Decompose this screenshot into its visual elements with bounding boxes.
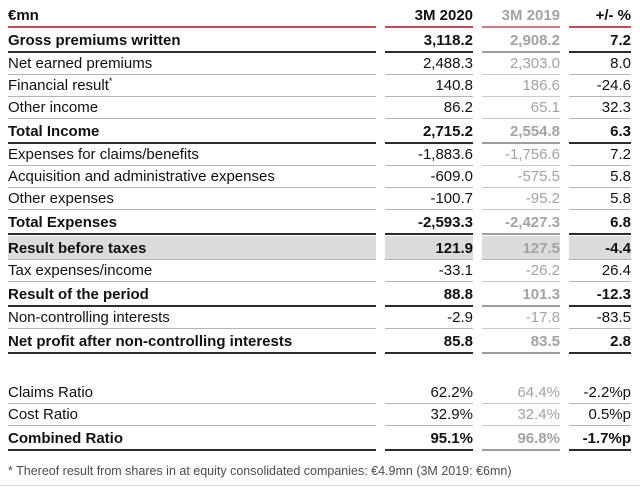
value-delta-pct: 2.8 [569,333,631,354]
value-delta-pct: 5.8 [569,190,631,210]
value-3m-2019: 186.6 [482,77,560,97]
value-3m-2020: 85.8 [385,333,473,354]
row-label: Claims Ratio [8,384,376,404]
table-row: Expenses for claims/benefits -1,883.6 -1,7… [8,144,631,166]
value-3m-2019: 101.3 [482,286,560,307]
value-3m-2019: 96.8% [482,430,560,451]
table-body: Gross premiums written 3,118.2 2,908.2 7.2 N… [8,28,631,451]
value-delta-pct: -24.6 [569,77,631,97]
value-3m-2019: 32.4% [482,406,560,426]
row-label: Total Income [8,123,376,144]
row-label: Other expenses [8,190,376,210]
value-3m-2020: 2,715.2 [385,123,473,144]
value-delta-pct: 7.2 [569,32,631,53]
value-delta-pct: 0.5%p [569,406,631,426]
row-label: Expenses for claims/benefits [8,146,376,166]
table-row: Total Expenses -2,593.3 -2,427.3 6.8 [8,210,631,235]
table-row: Net profit after non-controlling interes… [8,329,631,354]
value-3m-2019: 2,303.0 [482,55,560,75]
table-row: Claims Ratio 62.2% 64.4% -2.2%p [8,382,631,404]
value-3m-2020: -2.9 [385,309,473,329]
table-row: Total Income 2,715.2 2,554.8 6.3 [8,119,631,144]
bottom-divider [0,485,640,486]
value-3m-2020: 140.8 [385,77,473,97]
value-3m-2019: 2,554.8 [482,123,560,144]
value-delta-pct: -4.4 [569,236,631,260]
table-row: Combined Ratio 95.1% 96.8% -1.7%p [8,426,631,451]
value-delta-pct: 7.2 [569,146,631,166]
value-3m-2020: 3,118.2 [385,32,473,53]
table-row: Result before taxes 121.9 127.5 -4.4 [8,235,631,260]
value-3m-2019: -26.2 [482,262,560,282]
value-3m-2020: -33.1 [385,262,473,282]
table-row [8,354,631,382]
row-label: Total Expenses [8,214,376,235]
value-delta-pct: -83.5 [569,309,631,329]
row-label: Net earned premiums [8,55,376,75]
value-3m-2019: -575.5 [482,168,560,188]
value-3m-2020: 86.2 [385,99,473,119]
table-header-row: €mn 3M 2020 3M 2019 +/- % [8,4,631,28]
table-row: Tax expenses/income -33.1 -26.2 26.4 [8,260,631,282]
row-label: Result of the period [8,286,376,307]
value-3m-2020: -609.0 [385,168,473,188]
value-3m-2019: -1,756.6 [482,146,560,166]
row-label: Net profit after non-controlling interes… [8,333,376,354]
row-label: Acquisition and administrative expenses [8,168,376,188]
value-delta-pct: 6.3 [569,123,631,144]
value-3m-2019: 64.4% [482,384,560,404]
value-3m-2020: -2,593.3 [385,214,473,235]
table-row: Result of the period 88.8 101.3 -12.3 [8,282,631,307]
column-header-3m-2020: 3M 2020 [385,7,473,28]
row-label: Result before taxes [8,236,376,260]
column-header-3m-2019: 3M 2019 [482,7,560,28]
table-row: Gross premiums written 3,118.2 2,908.2 7.2 [8,28,631,53]
value-3m-2020: -100.7 [385,190,473,210]
value-3m-2020: 88.8 [385,286,473,307]
value-delta-pct: 6.8 [569,214,631,235]
value-3m-2020: -1,883.6 [385,146,473,166]
table-row: Cost Ratio 32.9% 32.4% 0.5%p [8,404,631,426]
value-delta-pct: -1.7%p [569,430,631,451]
footnote-marker: * [108,77,113,86]
table-row: Other income 86.2 65.1 32.3 [8,97,631,119]
value-3m-2019: -17.8 [482,309,560,329]
value-3m-2020: 95.1% [385,430,473,451]
value-3m-2020: 2,488.3 [385,55,473,75]
table-row: Financial result* 140.8 186.6 -24.6 [8,75,631,97]
column-header-unit: €mn [8,7,376,28]
row-label: Gross premiums written [8,32,376,53]
value-3m-2019: -95.2 [482,190,560,210]
footnote: * Thereof result from shares in at equit… [8,464,512,478]
value-delta-pct: 32.3 [569,99,631,119]
row-label: Financial result* [8,77,376,97]
table-row: Non-controlling interests -2.9 -17.8 -83.5 [8,307,631,329]
value-delta-pct: -12.3 [569,286,631,307]
value-delta-pct: 26.4 [569,262,631,282]
row-label: Other income [8,99,376,119]
value-3m-2019: 83.5 [482,333,560,354]
financial-results-table: €mn 3M 2020 3M 2019 +/- % Gross premiums… [8,4,631,451]
column-header-delta-pct: +/- % [569,7,631,28]
value-3m-2019: 127.5 [482,236,560,260]
value-3m-2020: 62.2% [385,384,473,404]
row-label: Non-controlling interests [8,309,376,329]
row-label: Combined Ratio [8,430,376,451]
table-row: Acquisition and administrative expenses -… [8,166,631,188]
value-delta-pct: 8.0 [569,55,631,75]
table-row: Net earned premiums 2,488.3 2,303.0 8.0 [8,53,631,75]
value-delta-pct: -2.2%p [569,384,631,404]
value-3m-2020: 121.9 [385,236,473,260]
row-label: Cost Ratio [8,406,376,426]
value-3m-2019: 2,908.2 [482,32,560,53]
value-3m-2020: 32.9% [385,406,473,426]
value-3m-2019: 65.1 [482,99,560,119]
value-3m-2019: -2,427.3 [482,214,560,235]
value-delta-pct: 5.8 [569,168,631,188]
table-row: Other expenses -100.7 -95.2 5.8 [8,188,631,210]
row-label: Tax expenses/income [8,262,376,282]
